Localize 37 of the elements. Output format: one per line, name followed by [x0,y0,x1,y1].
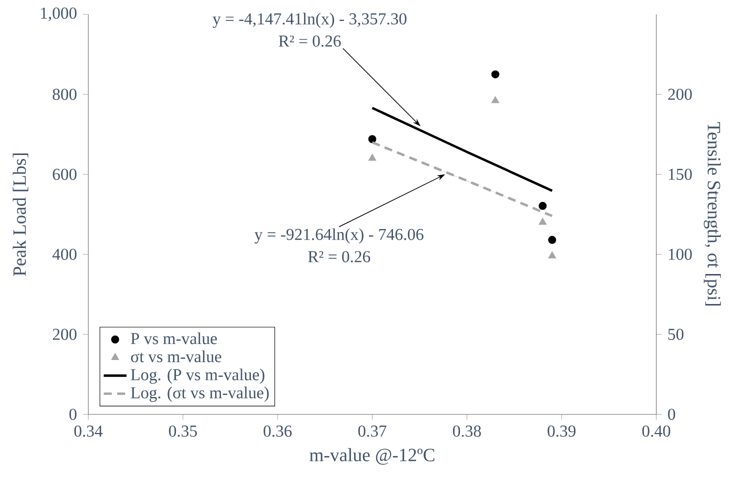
x-tick-label: 0.37 [358,425,386,437]
x-tick-label: 0.39 [548,425,576,437]
y-tick-label: 400 [52,248,76,260]
point [538,218,547,225]
y-tick-label: 200 [52,328,76,340]
legend-label: Log. (σt vs m-value) [130,386,269,402]
y2-tick-label: 150 [668,168,692,180]
y-tick-label: 1,000 [41,8,76,22]
point [491,96,500,104]
point [368,154,376,161]
annotation: R² = 0.26 [308,251,370,262]
point [548,251,556,258]
y2-tick-label: 0 [668,408,676,420]
point [368,135,376,144]
x-tick-label: 0.38 [452,425,481,437]
x-axis-title: m-value @-12ºC [310,448,434,465]
y-axis-title: Peak Load [Lbs] [12,154,28,276]
annotation: y = -921.64ln(x) - 746.06 [254,228,424,244]
point [548,236,556,244]
legend-label: σt vs m-value [131,350,222,362]
y2-axis-title: Tensile Strength, σt [psi] [704,122,721,306]
y-tick-label: 600 [52,168,76,180]
annotation: R² = 0.26 [278,35,341,47]
annotation: y = -4,147.41ln(x) - 3,357.30 [212,12,406,28]
y2-tick-label: 200 [668,88,692,100]
y-tick-label: 0 [69,408,76,420]
point [538,202,547,210]
x-tick-label: 0.36 [264,425,292,437]
legend-label: P vs m-value [130,332,217,344]
y2-tick-label: 100 [668,248,692,260]
y2-tick-label: 50 [668,328,684,340]
x-tick-label: 0.35 [168,425,197,437]
legend-label: Log. (P vs m-value) [130,368,264,384]
point [491,70,500,78]
x-tick-label: 0.40 [642,425,670,437]
x-tick-label: 0.34 [74,425,103,437]
y-tick-label: 800 [52,88,76,100]
